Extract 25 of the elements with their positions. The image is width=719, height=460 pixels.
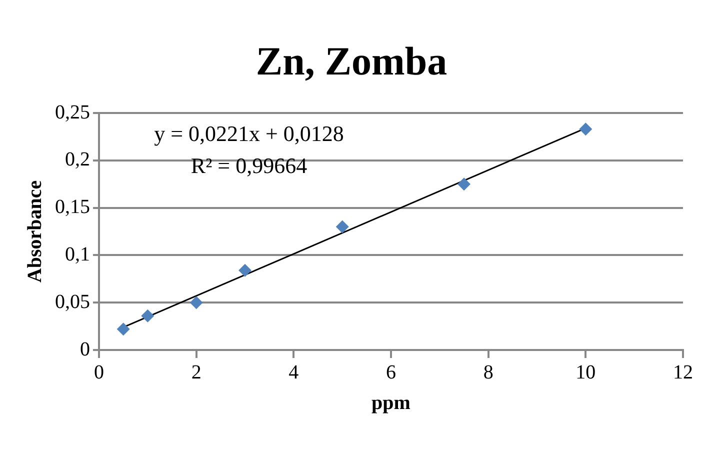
x-axis-title: ppm [372, 392, 411, 414]
y-tick-label: 0,1 [65, 243, 90, 266]
x-tick-label: 6 [386, 361, 396, 384]
annotation: R² = 0,99664 [190, 152, 308, 178]
point [190, 296, 203, 310]
chart-title: Zn, Zomba [256, 38, 448, 84]
y-tick-label: 0,15 [55, 196, 90, 218]
y-tick-label: 0 [80, 338, 90, 360]
point [458, 178, 470, 191]
x-tick-label: 2 [191, 361, 202, 384]
x-tick-label: 8 [483, 361, 494, 384]
point [579, 122, 592, 136]
x-tick-label: 4 [288, 361, 299, 384]
point [116, 322, 130, 336]
point [336, 220, 349, 234]
annotation: y = 0,0221x + 0,0128 [154, 120, 344, 146]
x-tick-label: 10 [576, 361, 596, 384]
y-tick-label: 0,25 [55, 101, 90, 124]
x-tick-label: 0 [94, 361, 104, 384]
y-tick-label: 0,05 [55, 290, 90, 313]
point [141, 309, 154, 322]
y-tick-label: 0,2 [65, 148, 90, 171]
point [238, 264, 252, 277]
x-tick-label: 12 [673, 361, 693, 384]
y-axis-title: Absorbance [24, 180, 46, 283]
